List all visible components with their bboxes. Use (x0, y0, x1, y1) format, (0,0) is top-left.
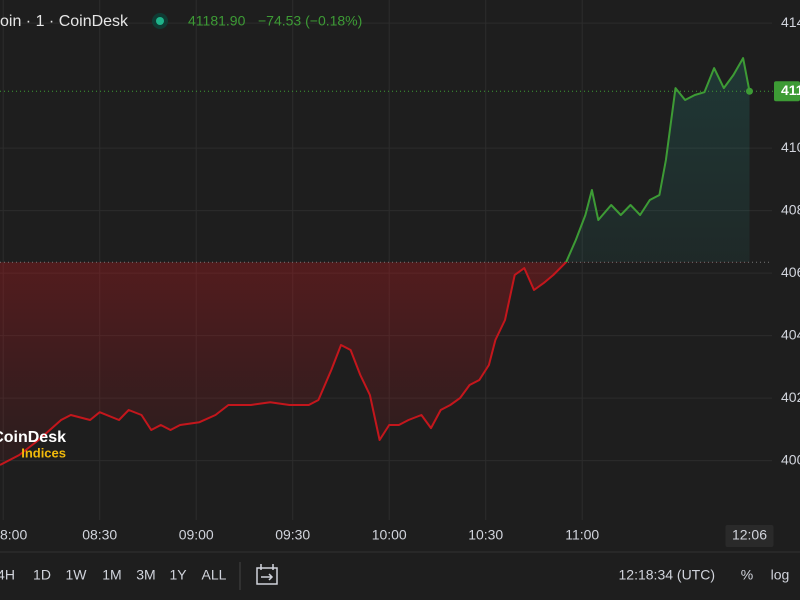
price-line (0, 57, 751, 466)
last-point (745, 87, 753, 95)
price-label-box (774, 81, 800, 102)
watermark-name: CoinDesk (0, 429, 66, 446)
range-button[interactable]: 1W (66, 567, 88, 583)
y-tick-label: 410 (781, 139, 800, 155)
clock: 12:18:34 (UTC) (619, 567, 715, 583)
calendar-arrow (261, 573, 274, 581)
y-tick-label: 408 (781, 201, 800, 217)
time-label: 12:06 (732, 527, 767, 543)
x-tick-label: 8:00 (0, 527, 27, 543)
calendar-icon[interactable] (256, 564, 278, 585)
y-tick-label: 402 (781, 389, 800, 405)
time-label-box (725, 525, 774, 547)
range-button[interactable]: 3M (136, 567, 155, 583)
price: 41181.90 (188, 13, 246, 29)
y-tick-label: 414 (781, 14, 800, 30)
range-button[interactable]: 4H (0, 567, 15, 583)
x-tick-label: 10:30 (468, 527, 503, 543)
y-tick-label: 406 (781, 264, 800, 280)
range-button[interactable]: 1M (102, 567, 121, 583)
calendar-body (256, 567, 278, 585)
price-change: −74.53 (−0.18%) (258, 13, 362, 29)
baseline-area (0, 58, 750, 465)
log-toggle[interactable]: log (771, 567, 790, 583)
x-tick-label: 10:00 (372, 527, 407, 543)
status-dot (156, 17, 164, 25)
x-tick-label: 08:30 (82, 527, 117, 543)
y-tick-label: 400 (781, 451, 800, 467)
x-tick-label: 11:00 (565, 527, 599, 543)
range-button[interactable]: 1Y (169, 567, 187, 583)
range-button[interactable]: 1D (33, 567, 51, 583)
watermark-sub: Indices (21, 445, 66, 460)
range-button[interactable]: ALL (202, 567, 227, 583)
x-tick-label: 09:00 (179, 527, 214, 543)
percent-toggle[interactable]: % (741, 567, 753, 583)
x-tick-label: 09:30 (275, 527, 310, 543)
symbol: oin · 1 · CoinDesk (0, 13, 129, 30)
y-tick-label: 404 (781, 326, 800, 342)
price-label: 411 (781, 82, 800, 98)
